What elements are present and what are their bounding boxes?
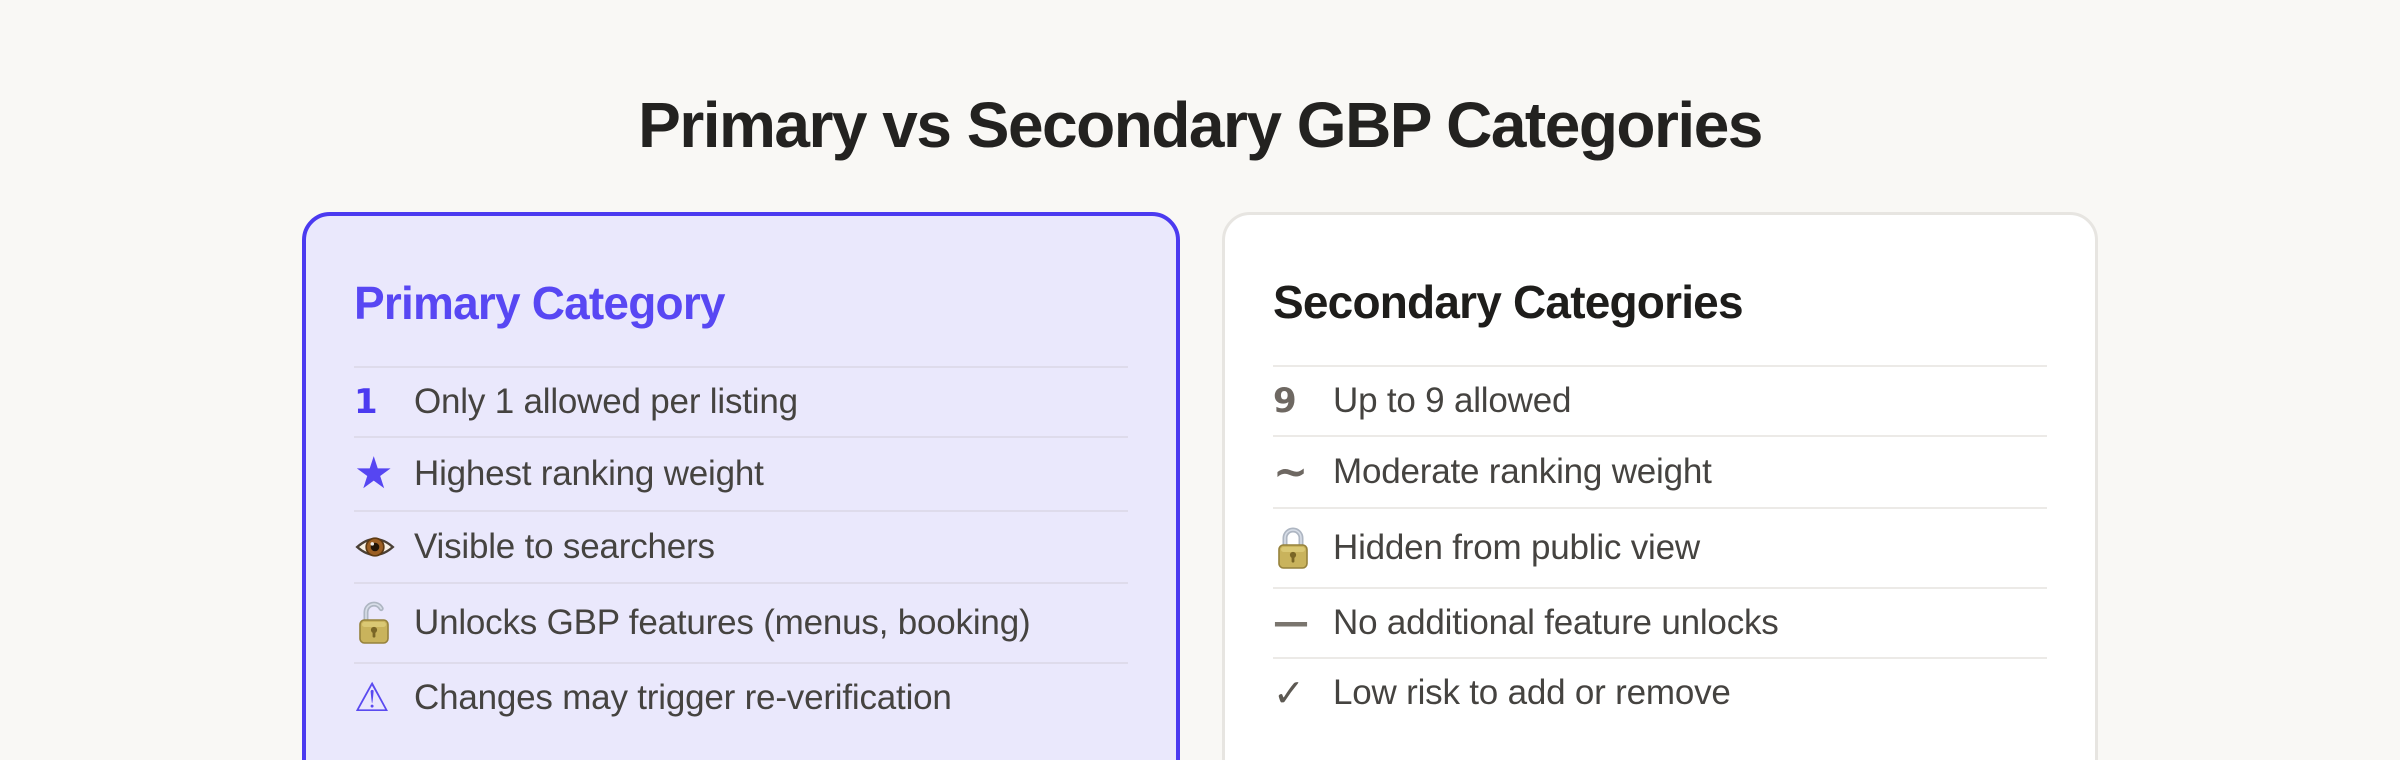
- tilde-icon: ~: [1273, 447, 1309, 496]
- list-item-text: Moderate ranking weight: [1333, 452, 1712, 491]
- list-item-text: No additional feature unlocks: [1333, 603, 1779, 642]
- list-item-text: Changes may trigger re-verification: [414, 678, 952, 717]
- list-item-text: Up to 9 allowed: [1333, 381, 1572, 420]
- list-item: ★ Highest ranking weight: [354, 436, 1128, 510]
- secondary-feature-list: 9 Up to 9 allowed ~ Moderate ranking weight…: [1273, 365, 2047, 727]
- list-item: 9 Up to 9 allowed: [1273, 365, 2047, 435]
- dash-icon: —: [1273, 602, 1309, 643]
- secondary-card-heading: Secondary Categories: [1273, 276, 1744, 328]
- list-item-text: Only 1 allowed per listing: [414, 382, 798, 421]
- list-item-text: Hidden from public view: [1333, 528, 1700, 567]
- list-item: ⚠ Changes may trigger re-verification: [354, 662, 1128, 732]
- list-item-text: Unlocks GBP features (menus, booking): [414, 603, 1031, 642]
- list-item: ✓ Low risk to add or remove: [1273, 657, 2047, 727]
- primary-feature-list: 1 Only 1 allowed per listing ★ Highest rank…: [354, 366, 1128, 732]
- list-item: Unlocks GBP features (menus, booking): [354, 582, 1128, 662]
- list-item: — No additional feature unlocks: [1273, 587, 2047, 657]
- list-item: Hidden from public view: [1273, 507, 2047, 587]
- primary-card-heading: Primary Category: [354, 277, 726, 329]
- list-item-text: Low risk to add or remove: [1333, 673, 1731, 712]
- check-icon: ✓: [1273, 671, 1305, 715]
- list-item: Visible to searchers: [354, 510, 1128, 582]
- list-item-text: Highest ranking weight: [414, 454, 764, 493]
- page-title: Primary vs Secondary GBP Categories: [638, 89, 1763, 161]
- list-item: 1 Only 1 allowed per listing: [354, 366, 1128, 436]
- unlock-icon: [354, 598, 414, 648]
- primary-category-card: Primary Category 1 Only 1 allowed per lis…: [302, 212, 1180, 760]
- secondary-categories-card: Secondary Categories 9 Up to 9 allowed ~ Mo…: [1222, 212, 2098, 760]
- list-item: ~ Moderate ranking weight: [1273, 435, 2047, 507]
- list-item-text: Visible to searchers: [414, 527, 715, 566]
- warning-icon: ⚠: [354, 675, 390, 721]
- star-icon: ★: [354, 448, 394, 499]
- eye-icon: [354, 526, 414, 568]
- nine-icon: 9: [1273, 381, 1297, 421]
- one-icon: 1: [354, 382, 378, 422]
- lock-icon: [1273, 523, 1333, 573]
- cards-container: Primary Category 1 Only 1 allowed per lis…: [0, 212, 2400, 760]
